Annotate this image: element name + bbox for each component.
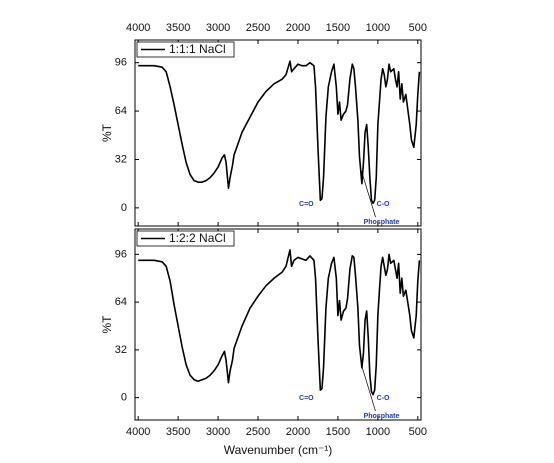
y-axis-label: %T bbox=[100, 315, 114, 334]
x-tick-label: 2500 bbox=[246, 22, 270, 34]
x-tick-label: 2000 bbox=[286, 22, 310, 34]
legend-box bbox=[136, 41, 235, 58]
x-axis-label: Wavenumber (cm⁻¹) bbox=[224, 443, 333, 457]
x-tick-label: 3500 bbox=[166, 426, 190, 438]
y-tick-label: 0 bbox=[121, 392, 127, 404]
x-tick-label: 1500 bbox=[326, 426, 350, 438]
x-tick-label: 2500 bbox=[246, 426, 270, 438]
legend-label: 1:2:2 NaCl bbox=[169, 231, 226, 245]
legend-box bbox=[136, 230, 235, 247]
y-tick-label: 32 bbox=[115, 344, 127, 356]
spectrum-line bbox=[138, 60, 421, 205]
x-tick-label: 3000 bbox=[206, 426, 230, 438]
spectrum-line bbox=[138, 249, 421, 396]
x-tick-label: 500 bbox=[409, 22, 427, 34]
y-tick-label: 64 bbox=[115, 105, 127, 117]
y-tick-label: 32 bbox=[115, 153, 127, 165]
y-tick-label: 0 bbox=[121, 202, 127, 214]
annotation: C=O bbox=[299, 395, 314, 402]
x-tick-label: 1000 bbox=[366, 426, 390, 438]
plot-frame bbox=[134, 39, 422, 227]
x-tick-label: 1000 bbox=[366, 22, 390, 34]
annotation: Phosphate bbox=[364, 413, 400, 420]
y-tick-label: 96 bbox=[115, 57, 127, 69]
x-tick-label: 2000 bbox=[286, 426, 310, 438]
x-tick-label: 500 bbox=[409, 426, 427, 438]
annotation: Phosphate bbox=[364, 219, 400, 226]
y-axis-label: %T bbox=[100, 123, 114, 142]
x-tick-label: 3500 bbox=[166, 22, 190, 34]
x-tick-label: 4000 bbox=[126, 22, 150, 34]
annotation: C-O bbox=[377, 201, 390, 208]
x-tick-label: 1500 bbox=[326, 22, 350, 34]
annotation: C-O bbox=[377, 395, 390, 402]
x-tick-label: 3000 bbox=[206, 22, 230, 34]
y-tick-label: 96 bbox=[115, 248, 127, 260]
x-tick-label: 4000 bbox=[126, 426, 150, 438]
annotation-leader bbox=[361, 364, 376, 412]
plot-frame bbox=[134, 228, 422, 421]
legend-label: 1:1:1 NaCl bbox=[169, 42, 226, 56]
annotation: C=O bbox=[299, 201, 314, 208]
y-tick-label: 64 bbox=[115, 296, 127, 308]
annotation-leader bbox=[361, 170, 376, 218]
